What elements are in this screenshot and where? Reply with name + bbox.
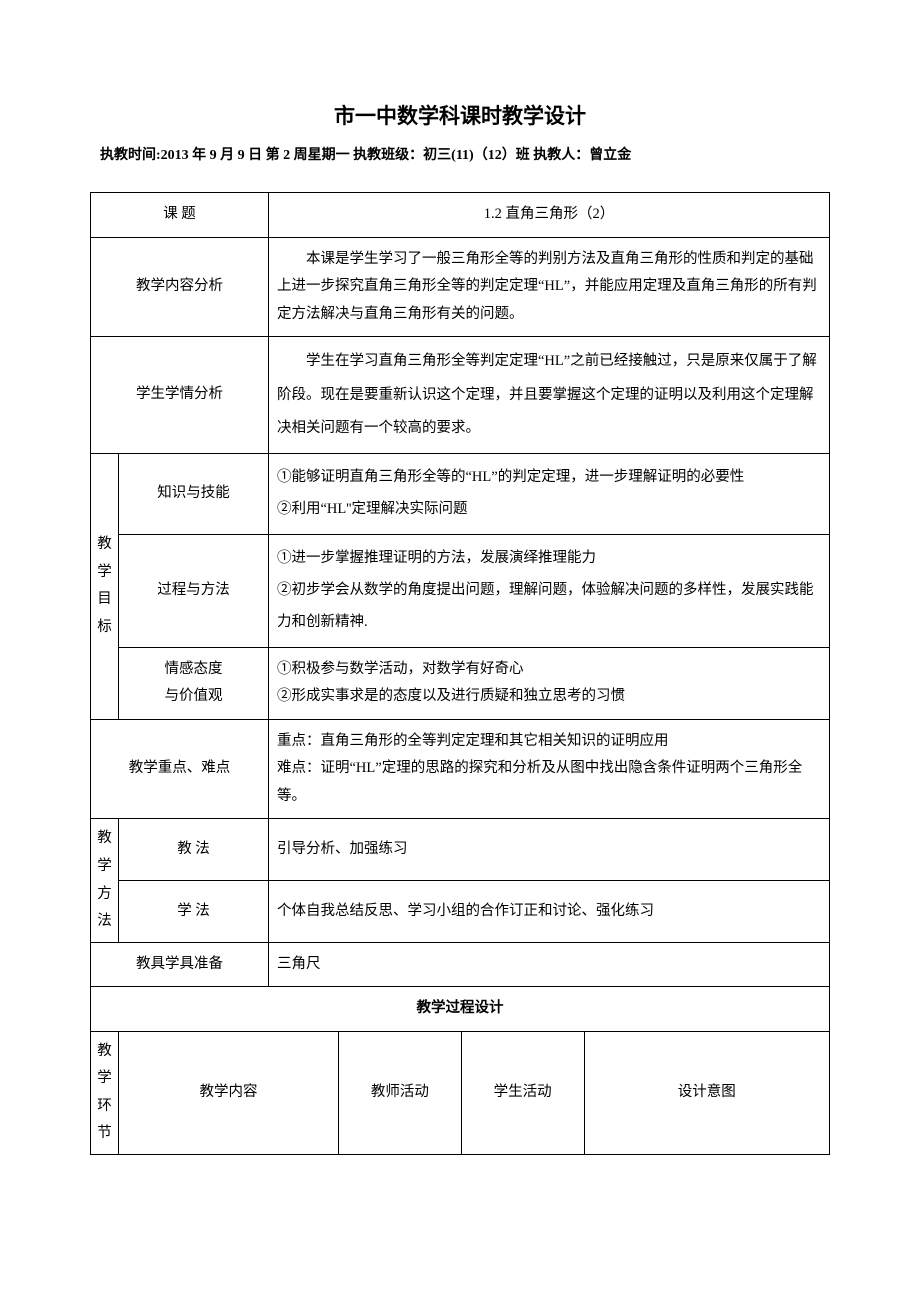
col-content: 教学内容 [119,1031,339,1154]
table-row: 教具学具准备 三角尺 [91,942,830,987]
process-value: ①进一步掌握推理证明的方法，发展演绎推理能力 ②初步学会从数学的角度提出问题，理… [269,535,830,648]
lesson-plan-table: 课 题 1.2 直角三角形（2） 教学内容分析 本课是学生学习了一般三角形全等的… [90,192,830,1155]
keypoints-label: 教学重点、难点 [91,719,269,819]
page-subtitle: 执教时间:2013 年 9 月 9 日 第 2 周星期一 执教班级：初三(11)… [90,144,830,164]
knowledge-value: ①能够证明直角三角形全等的“HL”的判定定理，进一步理解证明的必要性 ②利用“H… [269,454,830,535]
col-student: 学生活动 [461,1031,584,1154]
table-row: 教学环节 教学内容 教师活动 学生活动 设计意图 [91,1031,830,1154]
table-row: 教学重点、难点 重点：直角三角形的全等判定定理和其它相关知识的证明应用 难点：证… [91,719,830,819]
learn-method-value: 个体自我总结反思、学习小组的合作订正和讨论、强化练习 [269,881,830,943]
student-analysis-text: 学生在学习直角三角形全等判定定理“HL”之前已经接触过，只是原来仅属于了解阶段。… [277,345,821,445]
learn-method-label: 学 法 [119,881,269,943]
process-design-header: 教学过程设计 [91,987,830,1032]
topic-value: 1.2 直角三角形（2） [269,193,830,238]
keypoints-value: 重点：直角三角形的全等判定定理和其它相关知识的证明应用 难点：证明“HL”定理的… [269,719,830,819]
topic-label: 课 题 [91,193,269,238]
teach-method-value: 引导分析、加强练习 [269,819,830,881]
content-analysis-value: 本课是学生学习了一般三角形全等的判别方法及直角三角形的性质和判定的基础上进一步探… [269,237,830,337]
goals-label: 教学目标 [91,454,119,720]
page-title: 市一中数学科课时教学设计 [90,100,830,130]
tools-label: 教具学具准备 [91,942,269,987]
col-intent: 设计意图 [584,1031,830,1154]
table-row: 情感态度 与价值观 ①积极参与数学活动，对数学有好奇心 ②形成实事求是的态度以及… [91,647,830,719]
student-analysis-value: 学生在学习直角三角形全等判定定理“HL”之前已经接触过，只是原来仅属于了解阶段。… [269,337,830,454]
process-label: 过程与方法 [119,535,269,648]
knowledge-label: 知识与技能 [119,454,269,535]
attitude-label: 情感态度 与价值观 [119,647,269,719]
table-row: 教学过程设计 [91,987,830,1032]
table-row: 学 法 个体自我总结反思、学习小组的合作订正和讨论、强化练习 [91,881,830,943]
attitude-value: ①积极参与数学活动，对数学有好奇心 ②形成实事求是的态度以及进行质疑和独立思考的… [269,647,830,719]
table-row: 教学目标 知识与技能 ①能够证明直角三角形全等的“HL”的判定定理，进一步理解证… [91,454,830,535]
tools-value: 三角尺 [269,942,830,987]
table-row: 过程与方法 ①进一步掌握推理证明的方法，发展演绎推理能力 ②初步学会从数学的角度… [91,535,830,648]
page: 市一中数学科课时教学设计 执教时间:2013 年 9 月 9 日 第 2 周星期… [0,0,920,1302]
table-row: 教学内容分析 本课是学生学习了一般三角形全等的判别方法及直角三角形的性质和判定的… [91,237,830,337]
methods-label: 教学方法 [91,819,119,942]
table-row: 教学方法 教 法 引导分析、加强练习 [91,819,830,881]
teach-method-label: 教 法 [119,819,269,881]
content-analysis-text: 本课是学生学习了一般三角形全等的判别方法及直角三角形的性质和判定的基础上进一步探… [277,246,821,329]
student-analysis-label: 学生学情分析 [91,337,269,454]
col-teacher: 教师活动 [339,1031,462,1154]
content-analysis-label: 教学内容分析 [91,237,269,337]
stage-label: 教学环节 [91,1031,119,1154]
table-row: 学生学情分析 学生在学习直角三角形全等判定定理“HL”之前已经接触过，只是原来仅… [91,337,830,454]
table-row: 课 题 1.2 直角三角形（2） [91,193,830,238]
